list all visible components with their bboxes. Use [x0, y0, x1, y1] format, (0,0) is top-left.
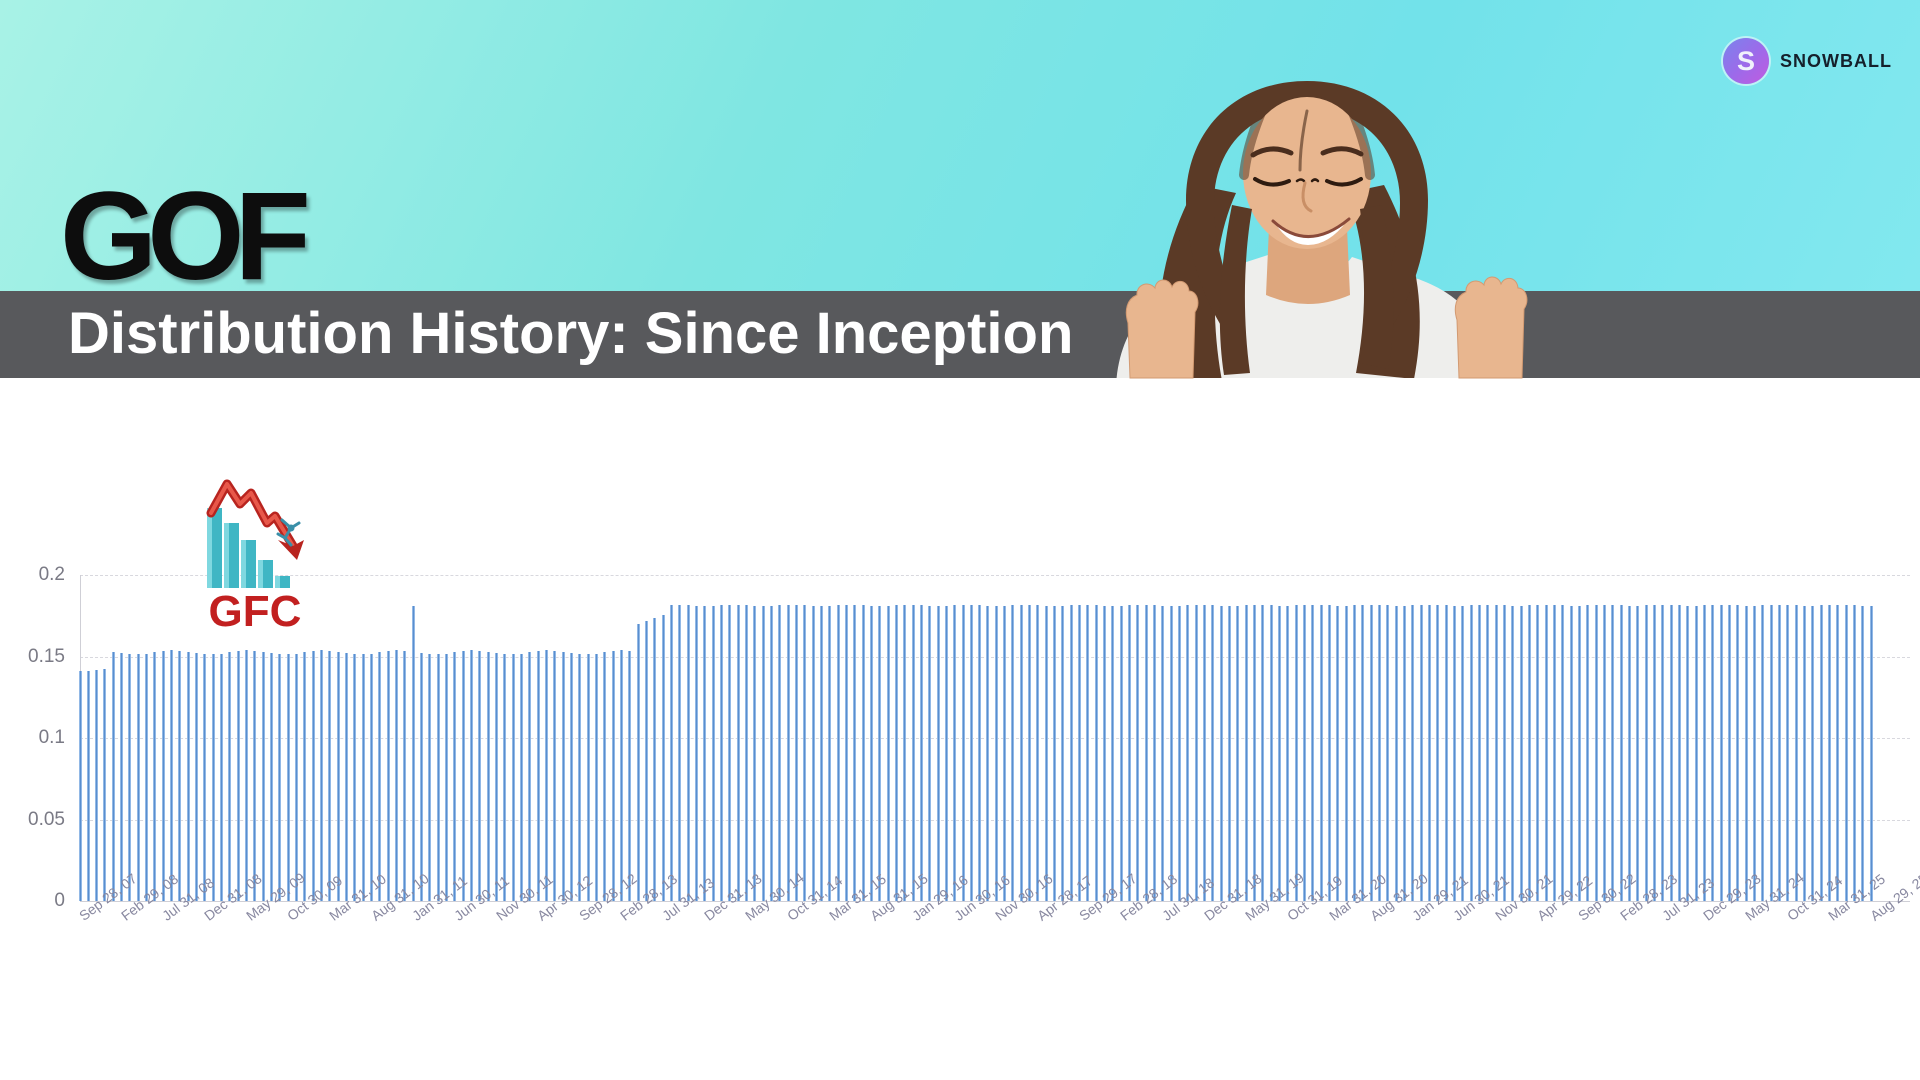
svg-text:GFC: GFC — [209, 587, 302, 636]
